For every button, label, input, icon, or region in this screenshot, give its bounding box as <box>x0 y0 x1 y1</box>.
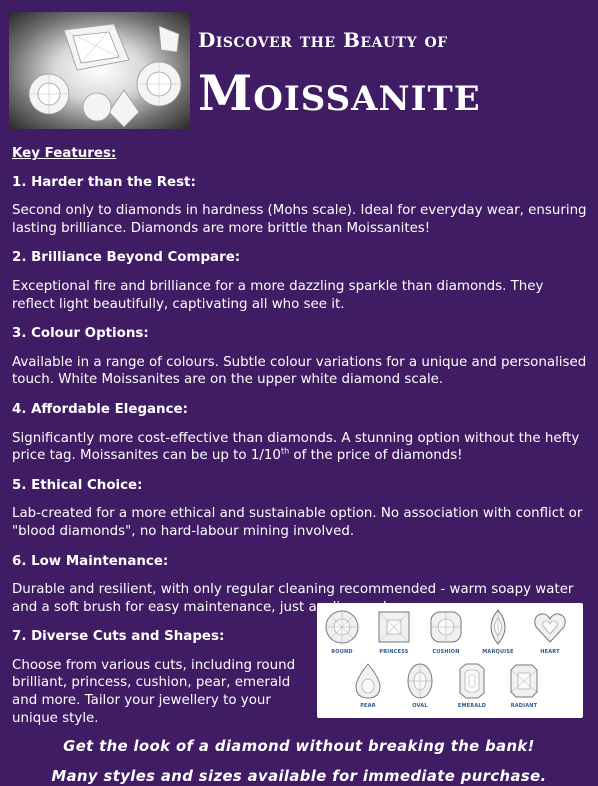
hero-gemstones-image <box>9 12 190 129</box>
feature-text: Choose from various cuts, including roun… <box>12 657 296 726</box>
princess-cut-icon <box>378 611 410 643</box>
diamond-cuts-chart: ROUND PRINCESS CUSHION MARQUISE HEART <box>317 603 583 718</box>
pear-cut-icon <box>355 663 381 699</box>
emerald-cut-icon <box>459 663 485 699</box>
footer-tagline: Get the look of a diamond without breaki… <box>63 738 535 755</box>
cut-emerald: EMERALD <box>447 663 497 709</box>
cut-marquise: MARQUISE <box>473 609 523 655</box>
feature-text: Available in a range of colours. Subtle … <box>12 354 587 388</box>
cut-oval: OVAL <box>395 663 445 709</box>
cut-round: ROUND <box>317 609 367 655</box>
feature-text: Second only to diamonds in hardness (Moh… <box>12 203 587 236</box>
cut-cushion: CUSHION <box>421 609 471 655</box>
feature-heading: 1. Harder than the Rest: <box>12 174 196 190</box>
feature-text-superscript: th <box>280 446 290 456</box>
cut-label: EMERALD <box>457 703 487 709</box>
heart-cut-icon <box>534 613 566 643</box>
cut-label: CUSHION <box>432 649 460 655</box>
key-features-label: Key Features: <box>12 146 117 161</box>
feature-text: Lab-created for a more ethical and susta… <box>12 506 583 539</box>
cut-pear: PEAR <box>343 663 393 709</box>
page-title: Moissanite <box>198 64 481 122</box>
feature-text: Exceptional fire and brilliance for a mo… <box>12 278 544 312</box>
cut-label: OVAL <box>412 703 428 709</box>
features-section: Key Features: 1. Harder than the Rest: S… <box>12 145 587 727</box>
radiant-cut-icon <box>510 664 538 698</box>
cushion-cut-icon <box>430 611 462 643</box>
footer-availability: Many styles and sizes available for imme… <box>51 768 547 785</box>
cut-label: HEART <box>540 649 560 655</box>
cut-label: MARQUISE <box>482 649 514 655</box>
cut-radiant: RADIANT <box>499 663 549 709</box>
oval-cut-icon <box>407 663 433 699</box>
cut-label: RADIANT <box>510 703 538 709</box>
round-cut-icon <box>325 610 359 644</box>
cut-heart: HEART <box>525 609 575 655</box>
feature-heading: 2. Brilliance Beyond Compare: <box>12 250 241 266</box>
cut-label: PEAR <box>360 703 376 709</box>
cut-princess: PRINCESS <box>369 609 419 655</box>
feature-heading: 3. Colour Options: <box>12 326 149 342</box>
feature-text-part: of the price of diamonds! <box>289 448 463 464</box>
header-subtitle: Discover the Beauty of <box>198 28 448 52</box>
feature-heading: 6. Low Maintenance: <box>12 553 169 569</box>
feature-heading: 5. Ethical Choice: <box>12 477 143 493</box>
feature-text: Significantly more cost-effective than d… <box>12 430 587 465</box>
feature-heading: 4. Affordable Elegance: <box>12 401 188 417</box>
marquise-cut-icon <box>490 609 506 645</box>
cut-label: ROUND <box>331 649 353 655</box>
cut-label: PRINCESS <box>379 649 409 655</box>
feature-text: Durable and resilient, with only regular… <box>12 582 574 615</box>
feature-heading: 7. Diverse Cuts and Shapes: <box>12 629 225 645</box>
feature-text-part: Significantly more cost-effective than d… <box>12 430 580 464</box>
